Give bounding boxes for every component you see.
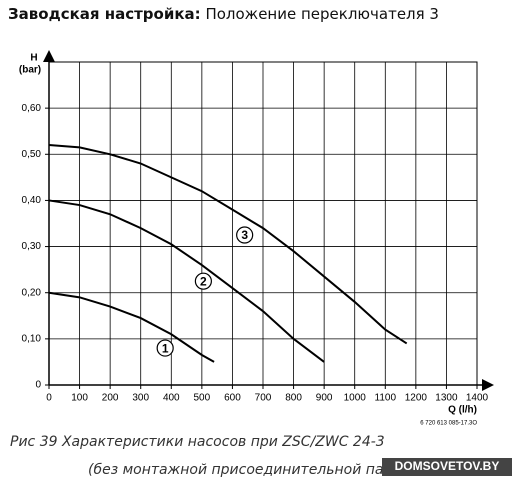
curve — [48, 144, 408, 345]
title: Заводская настройка: Положение переключа… — [8, 5, 439, 23]
watermark-bg — [382, 458, 512, 476]
curve-label-circle — [236, 226, 254, 244]
figure-code: 6 720 613 085-17.3O — [420, 421, 477, 427]
x-tick-label: 500 — [194, 393, 211, 404]
curve — [48, 291, 215, 363]
y-tick-label: 0,60 — [22, 103, 42, 114]
curve — [48, 199, 325, 363]
x-tick-label: 200 — [102, 393, 119, 404]
y-tick-label: 0 — [35, 380, 41, 391]
y-label: H — [30, 53, 37, 64]
curve-label: 3 — [241, 228, 248, 242]
x-tick-label: 700 — [255, 393, 272, 404]
x-tick-label: 1100 — [375, 393, 397, 404]
curve-label: 1 — [162, 341, 169, 355]
y-tick-label: 0,30 — [22, 241, 42, 252]
x-tick-label: 900 — [316, 393, 333, 404]
y-tick-label: 0,50 — [22, 149, 42, 160]
x-tick-label: 100 — [71, 393, 88, 404]
x-tick-label: 300 — [132, 393, 149, 404]
caption: Рис 39 Характеристики насосов при ZSC/ZW… — [10, 434, 385, 450]
curve-label: 2 — [200, 274, 207, 288]
x-tick-label: 1200 — [405, 393, 428, 404]
x-tick-label: 0 — [46, 393, 52, 404]
y-tick-label: 0,10 — [22, 333, 42, 344]
curve-label-circle — [194, 272, 212, 290]
curve-label-circle — [156, 339, 174, 357]
y-tick-label: 0,20 — [22, 287, 42, 298]
title-bold: Заводская настройка: — [8, 5, 201, 23]
x-tick-label: 1000 — [344, 393, 367, 404]
x-tick-label: 1300 — [435, 393, 458, 404]
x-tick-label: 1400 — [466, 393, 489, 404]
x-tick-label: 600 — [224, 393, 241, 404]
y-unit: (bar) — [19, 65, 41, 76]
x-tick-label: 800 — [285, 393, 302, 404]
subtitle: Положение переключателя 3 — [205, 5, 439, 23]
watermark: DOMSOVETOV.BY — [395, 459, 500, 473]
y-tick-label: 0,40 — [22, 195, 42, 206]
x-label: Q (l/h) — [448, 405, 477, 416]
caption-line-2: (без монтажной присоединительной панели) — [88, 462, 425, 478]
x-tick-label: 400 — [163, 393, 180, 404]
